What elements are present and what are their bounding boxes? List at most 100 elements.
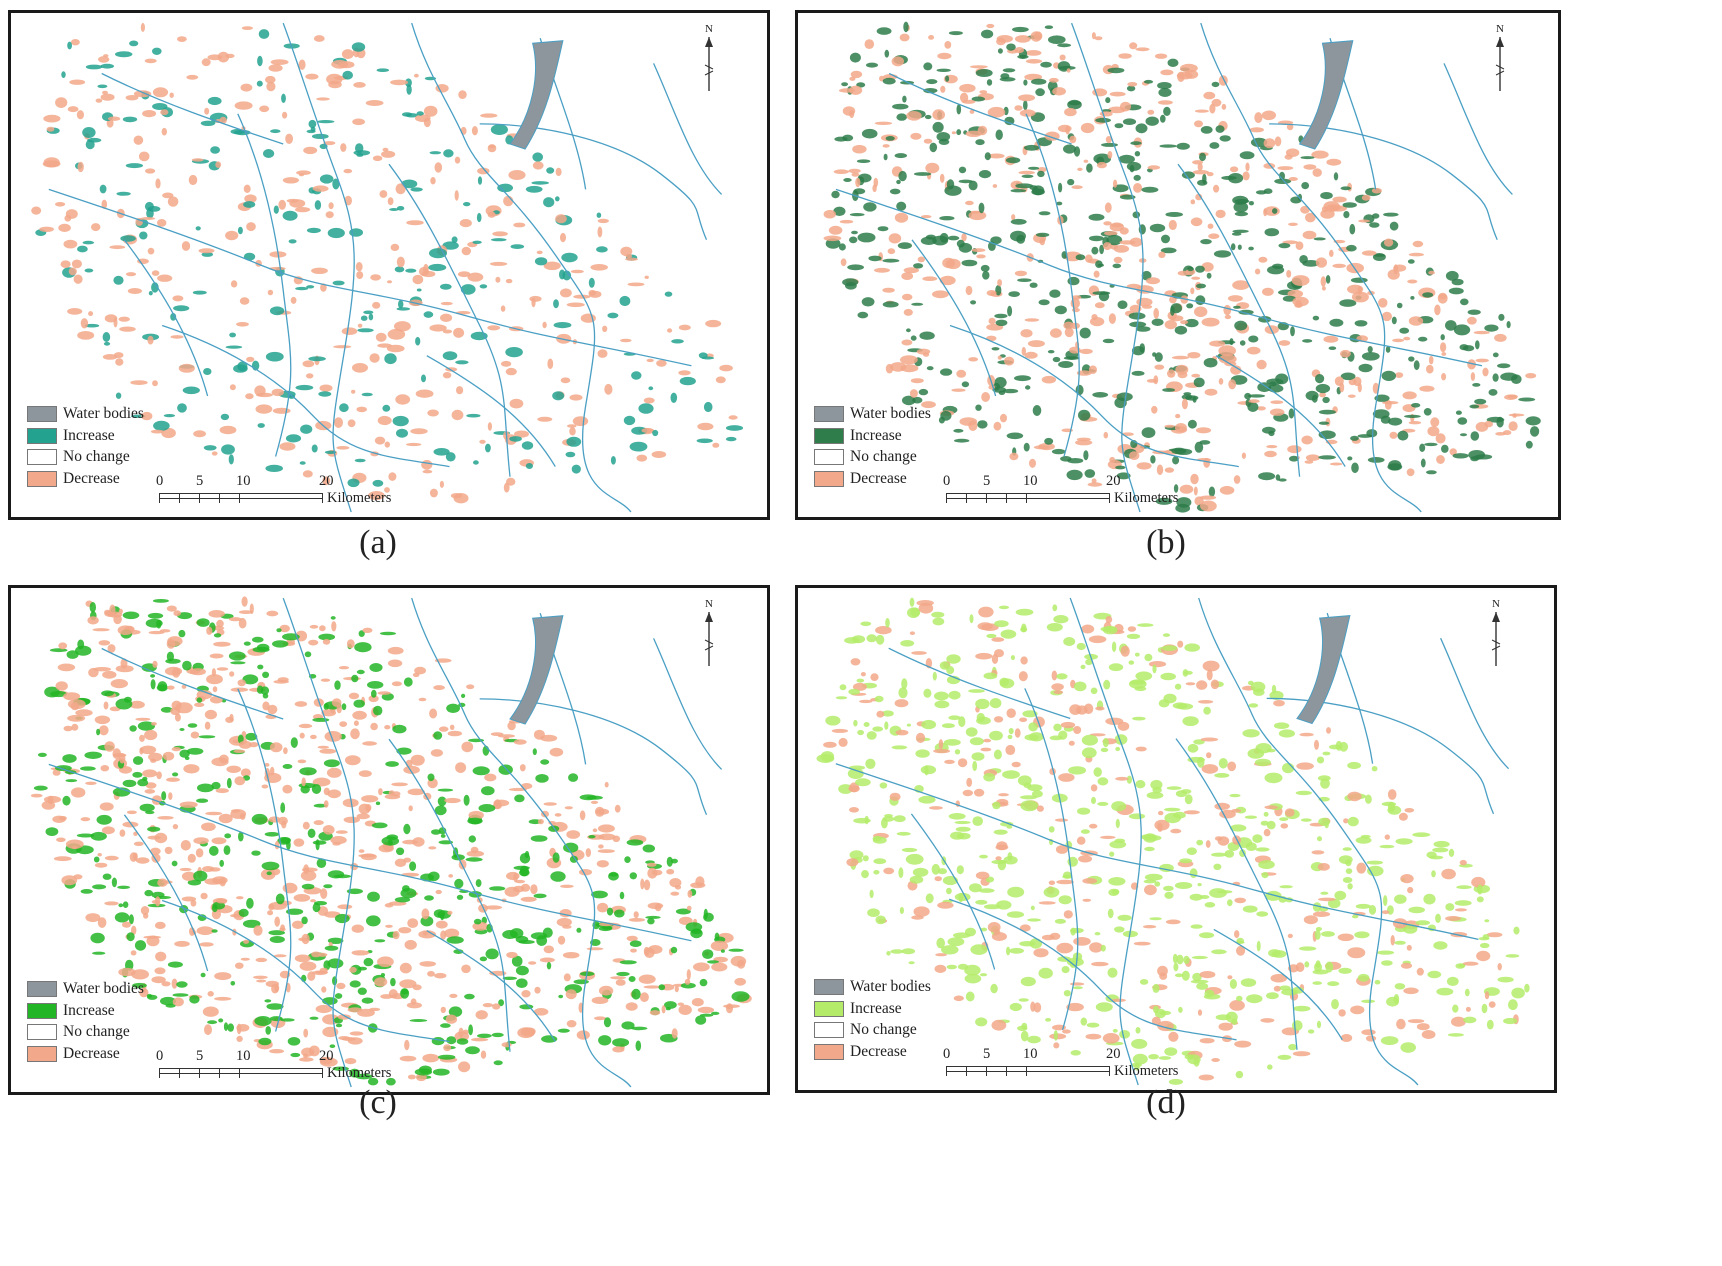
river-network xyxy=(835,597,1510,1086)
north-arrow-icon: N xyxy=(1486,598,1506,668)
legend-decrease: Decrease xyxy=(27,470,120,488)
panel-caption: (a) xyxy=(359,524,397,561)
scale-bar: 0 5 10 20 Kilometers xyxy=(156,1048,419,1082)
legend-increase-label: Increase xyxy=(63,1001,115,1019)
map-legend: Water bodies Increase No change Decrease xyxy=(27,405,167,497)
legend-no-change-swatch xyxy=(814,449,844,465)
legend-no-change-swatch xyxy=(814,1022,844,1038)
legend-no-change-swatch xyxy=(27,1024,57,1040)
scale-unit: Kilometers xyxy=(327,1065,392,1081)
legend-increase-swatch xyxy=(27,427,57,444)
change-map xyxy=(31,22,744,513)
legend-no-change-label: No change xyxy=(850,1021,917,1038)
legend-decrease: Decrease xyxy=(814,470,907,488)
legend-increase-label: Increase xyxy=(63,426,115,444)
north-arrow-icon: N xyxy=(699,23,719,93)
legend-decrease: Decrease xyxy=(27,1045,120,1063)
reservoir-water-body xyxy=(509,615,564,725)
legend-water-bodies-swatch xyxy=(27,406,57,422)
legend-water-bodies-label: Water bodies xyxy=(63,980,144,997)
scale-bar-graphic xyxy=(159,1068,323,1078)
legend-decrease-swatch xyxy=(814,470,844,487)
map-panel-c: N Water bodies Increase No change Decrease 0 5… xyxy=(8,585,770,1095)
legend-water-bodies: Water bodies xyxy=(27,980,144,998)
legend-increase-swatch xyxy=(814,427,844,444)
scale-tick: 5 xyxy=(983,1046,991,1062)
scale-tick: 5 xyxy=(196,473,204,489)
scale-tick: 0 xyxy=(156,473,164,489)
north-label: N xyxy=(1492,598,1500,610)
legend-water-bodies-swatch xyxy=(27,981,57,997)
river-network xyxy=(48,22,723,513)
legend-water-bodies-swatch xyxy=(814,979,844,995)
legend-water-bodies: Water bodies xyxy=(814,978,931,996)
map-legend: Water bodies Increase No change Decrease xyxy=(27,980,167,1072)
legend-increase: Increase xyxy=(27,1002,115,1020)
scale-tick: 20 xyxy=(1106,473,1121,489)
scale-bar-graphic xyxy=(159,493,323,503)
scale-tick: 20 xyxy=(1106,1046,1121,1062)
north-arrow-icon: N xyxy=(1490,23,1510,93)
scale-tick: 20 xyxy=(319,473,334,489)
reservoir-water-body xyxy=(509,40,564,150)
scale-unit: Kilometers xyxy=(1114,490,1179,506)
scale-unit: Kilometers xyxy=(327,490,392,506)
legend-increase: Increase xyxy=(27,427,115,445)
panel-caption: (d) xyxy=(1146,1084,1186,1121)
legend-increase-label: Increase xyxy=(850,426,902,444)
reservoir-water-body xyxy=(1296,615,1351,725)
scale-tick: 10 xyxy=(1023,1046,1038,1062)
scale-bar: 0 5 10 20 Kilometers xyxy=(943,473,1206,507)
north-label: N xyxy=(1496,23,1504,35)
legend-increase-swatch xyxy=(814,1000,844,1017)
legend-water-bodies-label: Water bodies xyxy=(850,978,931,995)
legend-water-bodies-label: Water bodies xyxy=(63,405,144,422)
legend-water-bodies: Water bodies xyxy=(814,405,931,423)
scale-bar: 0 5 10 20 Kilometers xyxy=(156,473,419,507)
scale-tick: 0 xyxy=(943,1046,951,1062)
map-legend: Water bodies Increase No change Decrease xyxy=(814,978,954,1070)
legend-decrease-swatch xyxy=(27,1045,57,1062)
legend-decrease-label: Decrease xyxy=(63,469,120,487)
legend-decrease-label: Decrease xyxy=(63,1044,120,1062)
map-legend: Water bodies Increase No change Decrease xyxy=(814,405,954,497)
legend-decrease-swatch xyxy=(27,470,57,487)
legend-increase: Increase xyxy=(814,427,902,445)
scale-unit: Kilometers xyxy=(1114,1063,1179,1079)
change-patches xyxy=(31,22,744,504)
legend-increase-label: Increase xyxy=(850,999,902,1017)
change-patches xyxy=(816,597,1530,1085)
legend-water-bodies-label: Water bodies xyxy=(850,405,931,422)
scale-tick: 10 xyxy=(1023,473,1038,489)
scale-tick: 20 xyxy=(319,1048,334,1064)
scale-tick: 5 xyxy=(983,473,991,489)
north-label: N xyxy=(705,23,713,35)
panel-caption: (b) xyxy=(1146,524,1186,561)
north-arrow-icon: N xyxy=(699,598,719,668)
legend-no-change-swatch xyxy=(27,449,57,465)
map-panel-d: N Water bodies Increase No change Decrease 0 5… xyxy=(795,585,1557,1093)
panel-caption: (c) xyxy=(359,1084,397,1121)
legend-decrease-swatch xyxy=(814,1043,844,1060)
scale-bar-graphic xyxy=(946,1066,1110,1076)
scale-tick: 10 xyxy=(236,1048,251,1064)
scale-tick: 10 xyxy=(236,473,251,489)
legend-no-change: No change xyxy=(814,1021,917,1039)
legend-water-bodies: Water bodies xyxy=(27,405,144,423)
legend-decrease: Decrease xyxy=(814,1043,907,1061)
scale-tick: 5 xyxy=(196,1048,204,1064)
river-network xyxy=(835,22,1513,513)
scale-bar: 0 5 10 20 Kilometers xyxy=(943,1046,1206,1080)
scale-tick: 0 xyxy=(943,473,951,489)
legend-decrease-label: Decrease xyxy=(850,1042,907,1060)
legend-no-change-label: No change xyxy=(63,1023,130,1040)
legend-no-change: No change xyxy=(27,1023,130,1041)
legend-water-bodies-swatch xyxy=(814,406,844,422)
map-panel-a: N Water bodies Increase No change Decrease 0 5… xyxy=(8,10,770,520)
scale-tick: 0 xyxy=(156,1048,164,1064)
change-map xyxy=(816,597,1530,1086)
north-label: N xyxy=(705,598,713,610)
change-map xyxy=(823,21,1541,513)
legend-no-change-label: No change xyxy=(850,448,917,465)
river-network xyxy=(48,597,723,1088)
